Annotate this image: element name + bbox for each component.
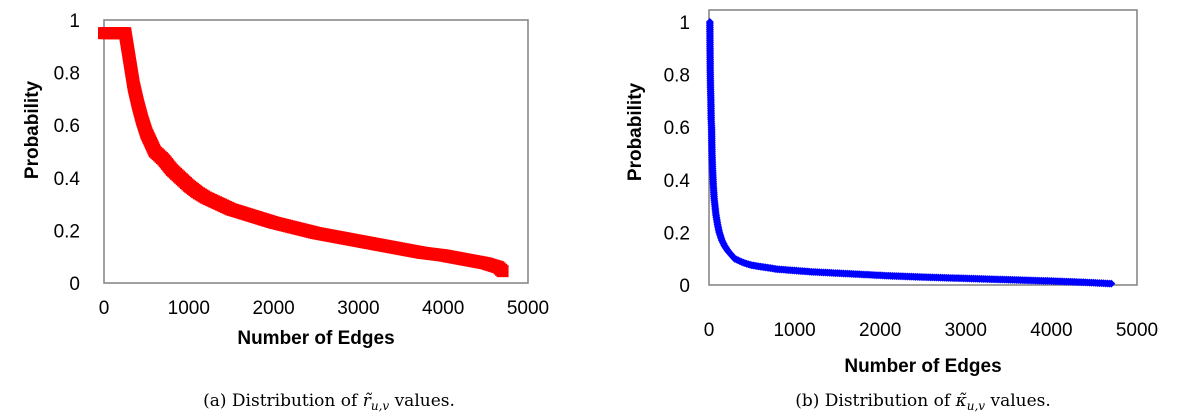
x-tick-label: 4000 bbox=[422, 298, 464, 319]
y-tick-label: 0.4 bbox=[54, 169, 81, 190]
x-tick-label: 0 bbox=[704, 320, 715, 341]
y-tick-label: 0.6 bbox=[664, 118, 690, 139]
y-tick-label: 0.6 bbox=[54, 116, 80, 137]
plot-area-frame bbox=[103, 19, 529, 284]
x-tick-label: 1000 bbox=[773, 320, 815, 341]
x-tick-label: 2000 bbox=[859, 320, 901, 341]
y-tick-label: 0 bbox=[679, 276, 690, 297]
data-points bbox=[98, 27, 509, 278]
y-tick-label: 0.4 bbox=[664, 171, 691, 192]
x-tick-label: 5000 bbox=[1116, 320, 1158, 341]
data-point bbox=[496, 265, 509, 278]
x-tick-labels: 0 1000 2000 3000 4000 5000 bbox=[99, 298, 549, 319]
x-tick-label: 5000 bbox=[507, 298, 549, 319]
x-tick-label: 3000 bbox=[945, 320, 987, 341]
y-axis-label: Probability bbox=[625, 82, 646, 181]
x-tick-label: 3000 bbox=[337, 298, 379, 319]
x-tick-label: 0 bbox=[99, 298, 110, 319]
y-tick-label: 0.8 bbox=[664, 66, 690, 87]
x-tick-label: 2000 bbox=[252, 298, 294, 319]
caption: (a) Distribution of r̃u,v values. bbox=[203, 391, 455, 413]
chart-panel-a: 0 0.2 0.4 0.6 0.8 1 0 1000 2000 3000 4000 5000 Pro… bbox=[22, 11, 549, 413]
y-tick-label: 1 bbox=[69, 11, 80, 32]
x-axis-label: Number of Edges bbox=[844, 356, 1001, 377]
data-point bbox=[1107, 279, 1116, 288]
y-tick-label: 0.2 bbox=[664, 223, 690, 244]
y-tick-label: 0.8 bbox=[54, 64, 80, 85]
x-tick-labels: 0 1000 2000 3000 4000 5000 bbox=[704, 320, 1158, 341]
plot-area-frame bbox=[708, 9, 1138, 286]
x-tick-label: 4000 bbox=[1030, 320, 1072, 341]
y-axis-label: Probability bbox=[22, 80, 43, 179]
y-tick-label: 0.2 bbox=[54, 221, 80, 242]
caption: (b) Distribution of κ̃u,v values. bbox=[795, 391, 1051, 413]
y-tick-labels: 0 0.2 0.4 0.6 0.8 1 bbox=[54, 11, 81, 295]
x-axis-label: Number of Edges bbox=[237, 328, 394, 349]
chart-panel-b: 0 0.2 0.4 0.6 0.8 1 0 1000 2000 3000 4000 5000 Pro… bbox=[625, 9, 1158, 413]
y-tick-labels: 0 0.2 0.4 0.6 0.8 1 bbox=[664, 13, 691, 297]
y-tick-label: 1 bbox=[679, 13, 690, 34]
data-points bbox=[705, 18, 1116, 288]
x-tick-label: 1000 bbox=[168, 298, 210, 319]
y-tick-label: 0 bbox=[69, 274, 80, 295]
